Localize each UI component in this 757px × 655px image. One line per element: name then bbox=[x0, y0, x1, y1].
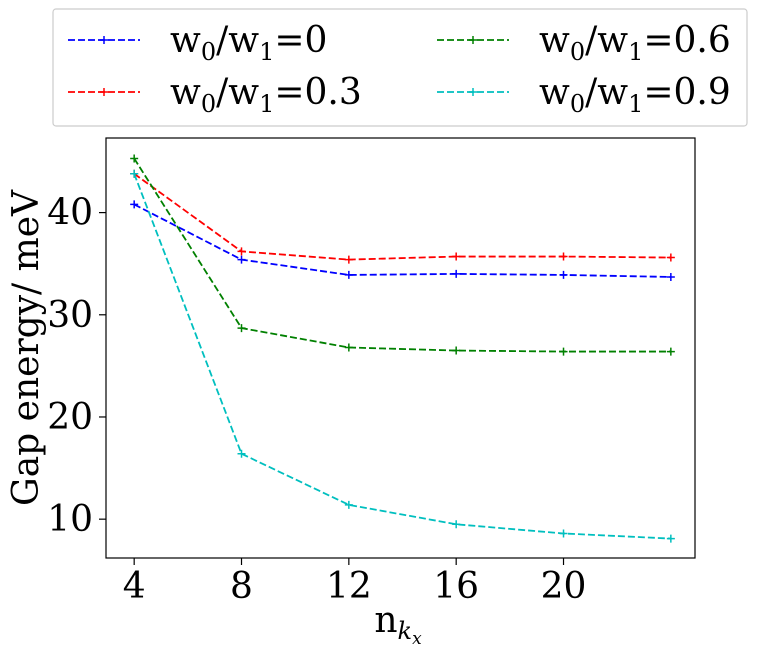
data-point bbox=[237, 449, 246, 458]
series-line bbox=[133, 173, 671, 540]
data-point bbox=[452, 269, 461, 278]
data-point bbox=[237, 255, 246, 264]
data-point bbox=[237, 247, 246, 256]
series-3 bbox=[130, 169, 675, 543]
y-tick-label: 40 bbox=[47, 193, 93, 234]
legend-frame bbox=[52, 8, 748, 127]
data-point bbox=[452, 520, 461, 529]
data-point bbox=[666, 534, 675, 543]
x-tick-label: 4 bbox=[123, 566, 146, 607]
legend-entry: w0/w1=0 bbox=[68, 20, 327, 66]
x-tick-label: 16 bbox=[433, 566, 479, 607]
series-line bbox=[133, 173, 671, 261]
data-point bbox=[344, 270, 353, 279]
data-point bbox=[130, 200, 139, 209]
x-tick-label: 12 bbox=[326, 566, 372, 607]
data-point bbox=[559, 270, 568, 279]
series-line bbox=[133, 157, 671, 353]
y-axis-label: Gap energy/ meV bbox=[6, 189, 47, 506]
plot-area-frame bbox=[105, 137, 696, 559]
legend-entry: w0/w1=0.6 bbox=[437, 20, 731, 66]
y-tick-label: 30 bbox=[47, 295, 93, 336]
data-point bbox=[344, 255, 353, 264]
legend-label: w0/w1=0.6 bbox=[539, 20, 731, 66]
y-tick-label: 20 bbox=[47, 397, 93, 438]
data-point bbox=[559, 252, 568, 261]
series-layer bbox=[130, 154, 675, 543]
series-1 bbox=[130, 169, 675, 264]
x-tick-label: 20 bbox=[541, 566, 587, 607]
x-axis: 4 8 12 16 20 bbox=[123, 558, 587, 607]
data-point bbox=[452, 346, 461, 355]
legend-marker bbox=[100, 88, 108, 96]
data-point bbox=[559, 529, 568, 538]
x-tick-label: 8 bbox=[230, 566, 253, 607]
data-point bbox=[559, 347, 568, 356]
y-axis: 10 20 30 40 bbox=[47, 193, 106, 540]
legend-marker bbox=[469, 36, 477, 44]
data-point bbox=[344, 343, 353, 352]
x-axis-label: nkx bbox=[374, 600, 422, 649]
y-tick-label: 10 bbox=[47, 499, 93, 540]
data-point bbox=[666, 347, 675, 356]
data-point bbox=[666, 253, 675, 262]
legend-marker bbox=[469, 88, 477, 96]
data-point bbox=[344, 500, 353, 509]
legend-entry: w0/w1=0.9 bbox=[437, 72, 731, 118]
legend-entry: w0/w1=0.3 bbox=[68, 72, 362, 118]
data-point bbox=[452, 252, 461, 261]
legend-label: w0/w1=0.9 bbox=[539, 72, 731, 118]
data-point bbox=[666, 272, 675, 281]
series-2 bbox=[130, 154, 675, 356]
data-point bbox=[130, 169, 139, 178]
data-point bbox=[237, 324, 246, 333]
legend-marker bbox=[100, 36, 108, 44]
series-0 bbox=[130, 200, 675, 281]
data-point bbox=[130, 154, 139, 163]
legend: w0/w1=0 w0/w1=0.3 w0/w1=0.6 w0/w1=0.9 bbox=[52, 8, 748, 127]
legend-label: w0/w1=0 bbox=[170, 20, 327, 66]
legend-label: w0/w1=0.3 bbox=[170, 72, 362, 118]
series-line bbox=[133, 203, 671, 278]
